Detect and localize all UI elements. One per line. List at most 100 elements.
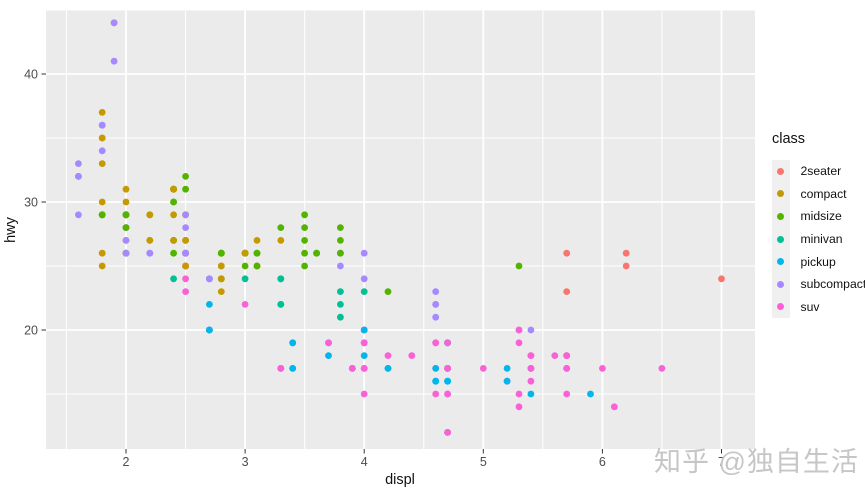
data-point: [611, 403, 618, 410]
legend-key: [772, 273, 790, 296]
data-point: [444, 339, 451, 346]
data-point: [99, 147, 106, 154]
y-tick-label: 20: [24, 323, 38, 337]
data-point: [218, 275, 225, 282]
data-point: [75, 173, 82, 180]
legend-title: class: [772, 131, 865, 148]
data-point: [325, 352, 332, 359]
data-point: [111, 19, 118, 26]
legend-key: [772, 250, 790, 273]
data-point: [75, 160, 82, 167]
legend-item: suv: [772, 296, 865, 319]
data-point: [623, 250, 630, 257]
legend-item: subcompact: [772, 273, 865, 296]
watermark: 知乎 @独自生活: [654, 440, 859, 479]
data-point: [528, 352, 535, 359]
data-point: [277, 365, 284, 372]
data-point: [206, 327, 213, 334]
data-point: [99, 135, 106, 142]
data-point: [146, 250, 153, 257]
legend-item-label: subcompact: [801, 277, 865, 291]
data-point: [504, 378, 511, 385]
data-point: [385, 352, 392, 359]
data-point: [516, 403, 523, 410]
legend-item-label: 2seater: [801, 164, 842, 178]
data-point: [337, 301, 344, 308]
data-point: [408, 352, 415, 359]
data-point: [480, 365, 487, 372]
data-point: [123, 224, 130, 231]
data-point: [432, 301, 439, 308]
data-point: [563, 352, 570, 359]
data-point: [361, 327, 368, 334]
data-point: [361, 250, 368, 257]
data-point: [170, 211, 177, 218]
data-point: [182, 224, 189, 231]
legend-key: [772, 160, 790, 183]
data-point: [385, 365, 392, 372]
y-axis-title: hwy: [3, 216, 19, 243]
data-point: [432, 378, 439, 385]
data-point: [242, 275, 249, 282]
data-point: [242, 301, 249, 308]
data-point: [254, 263, 261, 270]
legend-key: [772, 228, 790, 251]
data-point: [587, 391, 594, 398]
data-point: [289, 365, 296, 372]
data-point: [432, 288, 439, 295]
data-point: [516, 339, 523, 346]
data-point: [99, 250, 106, 257]
data-point: [218, 263, 225, 270]
data-point: [528, 391, 535, 398]
legend-point-icon: [777, 236, 784, 243]
legend-item: compact: [772, 183, 865, 206]
data-point: [623, 263, 630, 270]
data-point: [182, 263, 189, 270]
data-point: [349, 365, 356, 372]
y-tick-label: 30: [24, 195, 38, 209]
legend-point-icon: [777, 190, 784, 197]
data-point: [313, 250, 320, 257]
data-point: [170, 186, 177, 193]
data-point: [444, 391, 451, 398]
x-axis-title: displ: [385, 472, 415, 488]
data-point: [99, 199, 106, 206]
data-point: [206, 301, 213, 308]
legend-point-icon: [777, 213, 784, 220]
legend-key: [772, 296, 790, 319]
data-point: [242, 263, 249, 270]
data-point: [361, 339, 368, 346]
data-point: [301, 211, 308, 218]
x-tick-label: 6: [599, 455, 606, 469]
legend-item: midsize: [772, 205, 865, 228]
data-point: [182, 237, 189, 244]
data-point: [563, 250, 570, 257]
data-point: [146, 237, 153, 244]
data-point: [254, 250, 261, 257]
data-point: [123, 186, 130, 193]
data-point: [99, 109, 106, 116]
data-point: [551, 352, 558, 359]
data-point: [337, 224, 344, 231]
data-point: [385, 288, 392, 295]
data-point: [528, 365, 535, 372]
x-tick-label: 5: [480, 455, 487, 469]
data-point: [218, 250, 225, 257]
data-point: [337, 237, 344, 244]
data-point: [301, 263, 308, 270]
data-point: [182, 275, 189, 282]
data-point: [170, 250, 177, 257]
legend-item: pickup: [772, 250, 865, 273]
data-point: [301, 224, 308, 231]
legend-point-icon: [777, 168, 784, 175]
data-point: [254, 237, 261, 244]
data-point: [111, 58, 118, 65]
data-point: [444, 429, 451, 436]
data-point: [432, 365, 439, 372]
data-point: [516, 391, 523, 398]
data-point: [123, 211, 130, 218]
